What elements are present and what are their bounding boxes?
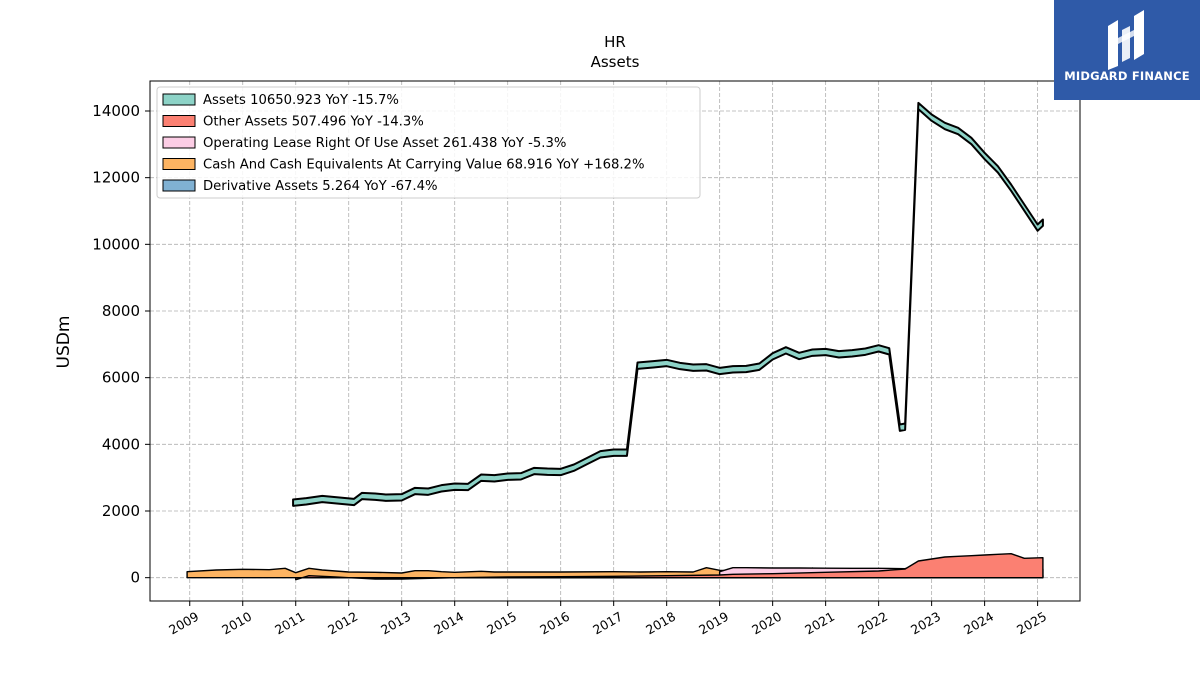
- legend-swatch: [162, 179, 196, 192]
- brand-logo: MIDGARD FINANCE: [1054, 0, 1200, 100]
- legend-swatch: [162, 93, 196, 106]
- x-tick-label: 2017: [590, 609, 625, 638]
- plot-area: [186, 101, 1044, 581]
- y-tick-label: 0: [130, 569, 140, 587]
- x-tick-label: 2024: [961, 609, 996, 638]
- legend-swatch: [162, 158, 196, 170]
- x-tick-label: 2011: [272, 609, 307, 638]
- midgard-logo-icon: [1108, 10, 1144, 70]
- x-tick-label: 2023: [908, 609, 943, 638]
- y-tick-label: 6000: [102, 369, 140, 387]
- plot-frame: [149, 80, 1081, 602]
- x-tick-label: 2019: [696, 609, 731, 638]
- x-tick-label: 2012: [325, 609, 360, 638]
- series-other-assets: [295, 552, 1044, 581]
- x-tick-label: 2013: [378, 609, 413, 638]
- x-tick-label: 2014: [431, 609, 466, 638]
- legend-entry: Cash And Cash Equivalents At Carrying Va…: [203, 158, 644, 173]
- y-axis-label: USDm: [54, 316, 74, 369]
- series-assets: [292, 101, 1044, 507]
- x-tick-label: 2016: [537, 609, 572, 638]
- x-tick-label: 2020: [749, 609, 784, 638]
- y-tick-label: 10000: [92, 235, 140, 253]
- legend-entry: Other Assets 507.496 YoY -14.3%: [203, 115, 424, 130]
- y-tick-label: 2000: [102, 502, 140, 520]
- y-axis: 0 2000 4000 6000 8000 10000 12000 14000: [92, 102, 150, 587]
- y-tick-label: 12000: [92, 169, 140, 187]
- x-tick-label: 2010: [219, 609, 254, 638]
- chart-subtitle: Assets: [591, 53, 640, 71]
- y-tick-label: 14000: [92, 102, 140, 120]
- legend-entry: Operating Lease Right Of Use Asset 261.4…: [203, 136, 566, 151]
- legend: Assets 10650.923 YoY -15.7% Other Assets …: [156, 86, 701, 199]
- legend-box: [156, 86, 701, 199]
- legend-swatch: [162, 115, 196, 127]
- chart-title: HR: [604, 33, 626, 51]
- x-tick-label: 2009: [166, 609, 201, 638]
- x-tick-label: 2018: [643, 609, 678, 638]
- x-tick-label: 2015: [484, 609, 519, 638]
- legend-entry: Assets 10650.923 YoY -15.7%: [203, 93, 399, 108]
- x-axis: 2009 2010 2011 2012 2013 2014 2015 2016 2017 2018…: [166, 601, 1049, 638]
- x-tick-label: 2021: [802, 609, 837, 638]
- legend-entry: Derivative Assets 5.264 YoY -67.4%: [203, 179, 438, 194]
- y-tick-label: 8000: [102, 302, 140, 320]
- y-tick-label: 4000: [102, 435, 140, 453]
- legend-swatch: [162, 136, 196, 149]
- x-tick-label: 2022: [855, 609, 890, 638]
- brand-name: MIDGARD FINANCE: [1064, 69, 1190, 83]
- x-tick-label: 2025: [1014, 609, 1049, 638]
